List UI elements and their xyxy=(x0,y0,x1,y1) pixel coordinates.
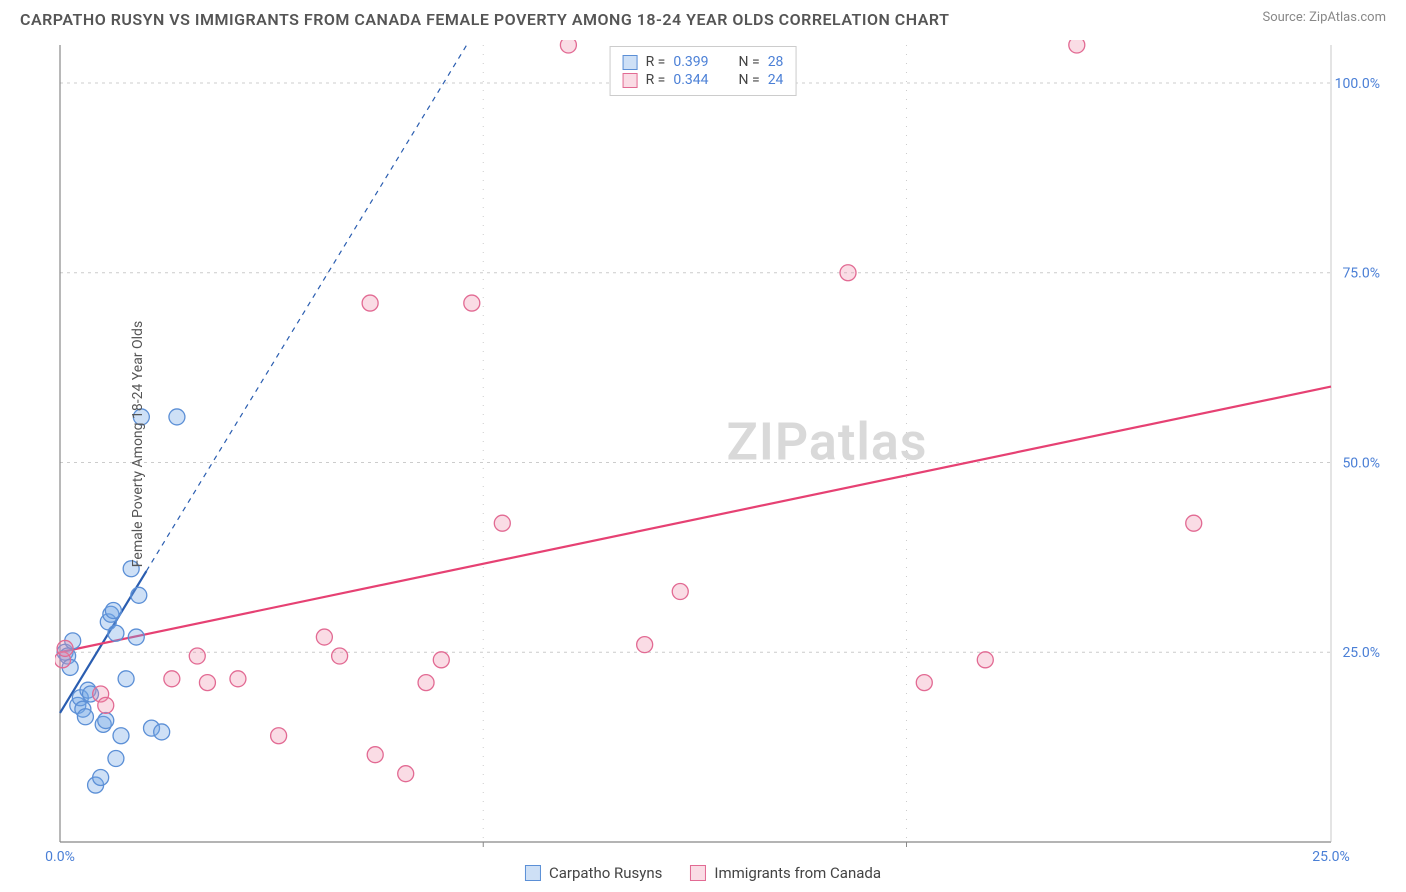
n-val: 24 xyxy=(768,72,784,88)
data-point xyxy=(637,637,653,653)
regression-line-dashed xyxy=(146,45,466,571)
legend-swatch xyxy=(525,865,541,881)
data-point xyxy=(916,675,932,691)
data-point xyxy=(316,629,332,645)
chart-area: Female Poverty Among 18-24 Year Olds 25.… xyxy=(55,40,1386,847)
legend-series-label: Carpatho Rusyns xyxy=(549,864,662,882)
legend-stat-row: R = 0.399 N = 28 xyxy=(623,53,784,71)
data-point xyxy=(108,625,124,641)
data-point xyxy=(189,648,205,664)
legend-swatch xyxy=(623,73,638,88)
data-point xyxy=(367,747,383,763)
r-label: R = xyxy=(646,54,666,70)
data-point xyxy=(113,728,129,744)
y-axis-label: Female Poverty Among 18-24 Year Olds xyxy=(130,320,146,566)
data-point xyxy=(98,697,114,713)
data-point xyxy=(494,515,510,531)
data-point xyxy=(418,675,434,691)
legend-swatch xyxy=(690,865,706,881)
regression-line xyxy=(60,387,1331,653)
data-point xyxy=(164,671,180,687)
r-val: 0.344 xyxy=(673,72,708,88)
data-point xyxy=(362,295,378,311)
data-point xyxy=(93,769,109,785)
legend-series-item: Carpatho Rusyns xyxy=(525,864,662,882)
legend-series-label: Immigrants from Canada xyxy=(714,864,881,882)
data-point xyxy=(560,40,576,53)
data-point xyxy=(230,671,246,687)
data-point xyxy=(199,675,215,691)
scatter-plot: 25.0% 50.0% 75.0% 100.0% ZIPatlas xyxy=(55,40,1386,847)
n-label: N = xyxy=(739,72,760,88)
legend-swatch xyxy=(623,55,638,70)
r-label: R = xyxy=(646,72,666,88)
data-point xyxy=(77,709,93,725)
chart-title: CARPATHO RUSYN VS IMMIGRANTS FROM CANADA… xyxy=(20,10,949,29)
data-point xyxy=(398,766,414,782)
y-tick-label: 50.0% xyxy=(1342,455,1380,471)
data-point xyxy=(154,724,170,740)
data-point xyxy=(1069,40,1085,53)
n-label: N = xyxy=(739,54,760,70)
data-point xyxy=(672,584,688,600)
legend-stat-row: R = 0.344 N = 24 xyxy=(623,71,784,89)
x-tick-label: 0.0% xyxy=(45,849,75,865)
x-tick-label: 25.0% xyxy=(1312,849,1350,865)
data-point xyxy=(433,652,449,668)
data-point xyxy=(332,648,348,664)
data-point xyxy=(169,409,185,425)
data-point xyxy=(977,652,993,668)
series-legend: Carpatho Rusyns Immigrants from Canada xyxy=(525,864,881,882)
correlation-legend: R = 0.399 N = 28 R = 0.344 N = 24 xyxy=(610,46,797,96)
source-label: Source: ZipAtlas.com xyxy=(1262,10,1386,25)
data-point xyxy=(108,751,124,767)
data-point xyxy=(98,713,114,729)
y-tick-label: 100.0% xyxy=(1335,76,1380,92)
watermark: ZIPatlas xyxy=(726,412,927,473)
data-point xyxy=(271,728,287,744)
y-tick-label: 25.0% xyxy=(1342,645,1380,661)
data-point xyxy=(131,587,147,603)
n-val: 28 xyxy=(768,54,784,70)
data-point xyxy=(128,629,144,645)
legend-series-item: Immigrants from Canada xyxy=(690,864,881,882)
data-point xyxy=(1186,515,1202,531)
data-point xyxy=(464,295,480,311)
data-point xyxy=(118,671,134,687)
data-point xyxy=(105,602,121,618)
data-point xyxy=(57,640,73,656)
data-point xyxy=(840,265,856,281)
y-tick-label: 75.0% xyxy=(1342,266,1380,282)
r-val: 0.399 xyxy=(673,54,708,70)
